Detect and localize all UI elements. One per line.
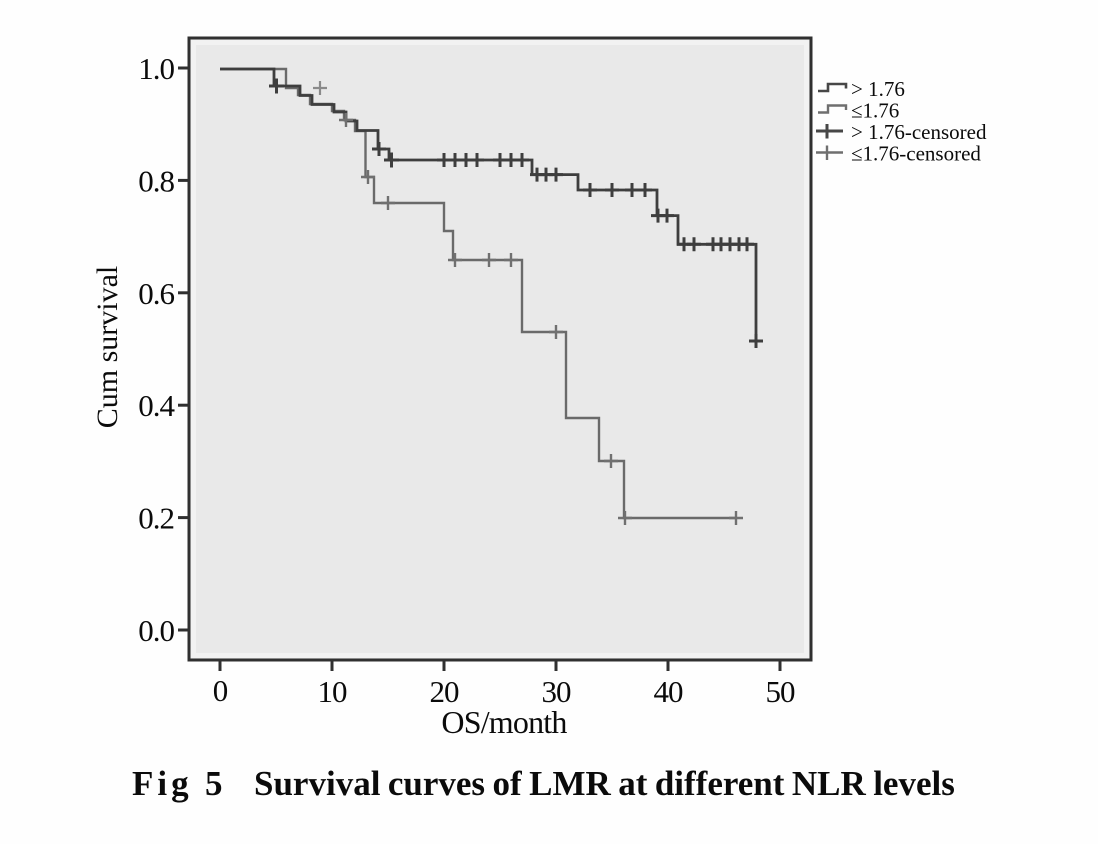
svg-text:10: 10 [318, 674, 348, 709]
svg-text:≤1.76: ≤1.76 [851, 99, 899, 123]
svg-text:0.6: 0.6 [138, 276, 174, 311]
svg-text:OS/month: OS/month [441, 704, 567, 740]
svg-text:0.4: 0.4 [138, 388, 175, 423]
svg-text:> 1.76-censored: > 1.76-censored [851, 120, 987, 144]
svg-text:50: 50 [766, 674, 796, 709]
svg-text:≤1.76-censored: ≤1.76-censored [851, 142, 981, 166]
svg-text:0.0: 0.0 [138, 613, 174, 648]
svg-text:> 1.76: > 1.76 [851, 77, 905, 101]
svg-text:1.0: 1.0 [138, 51, 174, 86]
svg-text:0.8: 0.8 [138, 163, 174, 198]
svg-text:30: 30 [542, 674, 572, 709]
svg-text:0: 0 [213, 673, 228, 708]
svg-text:Survival curves of LMR at diff: Survival curves of LMR at different NLR … [254, 764, 955, 803]
svg-text:5: 5 [205, 764, 223, 803]
svg-text:Cum survival: Cum survival [91, 266, 124, 429]
svg-text:40: 40 [654, 674, 684, 709]
svg-text:20: 20 [430, 674, 460, 709]
svg-text:0.2: 0.2 [138, 501, 174, 536]
svg-text:Fig: Fig [132, 764, 193, 803]
